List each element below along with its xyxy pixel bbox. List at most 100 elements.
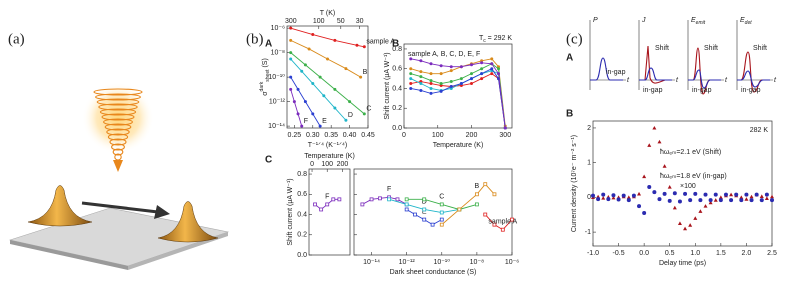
data-point: [360, 202, 365, 207]
plot-frame: [286, 25, 369, 129]
data-point: [764, 196, 769, 201]
illustration: [8, 82, 230, 270]
spiral-loop: [101, 113, 135, 121]
data-point: [449, 69, 453, 73]
series-name: B,: [441, 51, 448, 58]
arrow: [81, 201, 159, 214]
data-point: [419, 75, 423, 79]
y-tick-label: 0.4: [392, 85, 402, 92]
series-name: B: [363, 69, 368, 76]
label-part: (S): [262, 58, 269, 69]
x2-tick-label: 50: [337, 18, 345, 25]
y-tick-label: 0: [587, 194, 591, 201]
data-point: [703, 204, 708, 208]
data-point: [419, 88, 423, 92]
series-line: [484, 214, 513, 231]
series-name: C: [439, 193, 444, 200]
data-point: [292, 100, 296, 104]
x2-tick-label: 30: [356, 18, 364, 25]
series-name: F: [325, 193, 329, 200]
data-point: [483, 182, 488, 187]
y-tick-label: 0.8: [297, 171, 307, 178]
data-point: [626, 198, 631, 203]
data-point: [667, 184, 672, 189]
panel-label: (b): [246, 31, 264, 47]
y-tick-label: 0.2: [297, 232, 307, 239]
data-point: [326, 57, 329, 61]
data-point: [637, 191, 642, 196]
note: in-gap: [741, 87, 761, 94]
data-point: [703, 192, 708, 197]
data-point: [449, 65, 453, 69]
data-point: [647, 143, 652, 147]
x-axis-label: Dark sheet conductance (S): [390, 269, 477, 276]
data-point: [322, 94, 326, 98]
y-tick-label: 1: [587, 160, 591, 167]
data-point: [483, 212, 488, 217]
label-part: E: [691, 17, 696, 24]
data-point: [490, 62, 494, 66]
data-point: [708, 200, 713, 205]
data-point: [369, 197, 374, 202]
data-point: [626, 195, 631, 199]
data-point: [688, 223, 693, 227]
plot-frame: [353, 168, 513, 256]
series-line: [290, 89, 303, 127]
data-point: [470, 72, 473, 76]
y-tick-label: 10⁻⁸: [271, 49, 285, 56]
data-point: [355, 43, 359, 47]
x2-tick-label: 100: [313, 18, 325, 25]
plot-frame: [308, 168, 351, 256]
spiral-loop: [99, 108, 137, 116]
data-point: [754, 192, 759, 197]
data-point: [672, 205, 677, 210]
data-point: [770, 198, 774, 203]
data-point: [500, 227, 505, 232]
data-point: [591, 193, 595, 198]
data-point: [387, 197, 392, 202]
data-point: [474, 202, 479, 207]
data-point: [413, 212, 417, 217]
series-name: C,: [449, 51, 456, 58]
data-point: [492, 222, 497, 227]
y-tick-label: 0.0: [297, 252, 307, 259]
data-point: [344, 118, 348, 122]
label-part: dark: [259, 81, 265, 91]
data-point: [311, 112, 315, 116]
data-point: [303, 63, 307, 67]
data-point: [749, 198, 754, 203]
series-name: ħωₑₘ=1.8 eV (in-gap): [660, 173, 727, 180]
data-point: [409, 72, 413, 76]
substrate-side: [128, 232, 228, 270]
data-point: [409, 67, 413, 71]
data-point: [739, 198, 744, 203]
data-point: [331, 197, 336, 202]
data-point: [362, 45, 366, 49]
series-line: [410, 68, 506, 129]
y-tick-label: 2: [587, 125, 591, 132]
spiral-loop: [103, 118, 133, 126]
y-tick-label: 10⁻¹²: [269, 98, 286, 105]
data-point: [470, 77, 473, 81]
x-tick-label: 0.30: [306, 132, 320, 139]
data-point: [683, 226, 688, 231]
data-point: [429, 72, 433, 76]
x-tick-label: 10⁻¹⁴: [363, 259, 380, 266]
x-axis-label: Temperature (K): [304, 153, 355, 160]
x-axis-label: T⁻¹ᐟ⁴ (K⁻¹ᐟ⁴): [308, 142, 348, 149]
data-point: [734, 192, 739, 197]
data-point: [596, 197, 601, 202]
series-name: C: [366, 106, 371, 113]
pulse-curve: [590, 57, 623, 81]
data-point: [474, 192, 479, 197]
data-point: [759, 198, 764, 203]
label-part: det: [745, 20, 753, 26]
data-point: [497, 72, 500, 76]
label-part: T: [479, 35, 484, 42]
wavepacket: [27, 185, 93, 227]
light-spiral: [93, 88, 143, 161]
data-point: [729, 198, 734, 203]
spiral-loop: [95, 93, 141, 101]
data-point: [652, 190, 657, 195]
series-name: sample A: [488, 219, 517, 226]
